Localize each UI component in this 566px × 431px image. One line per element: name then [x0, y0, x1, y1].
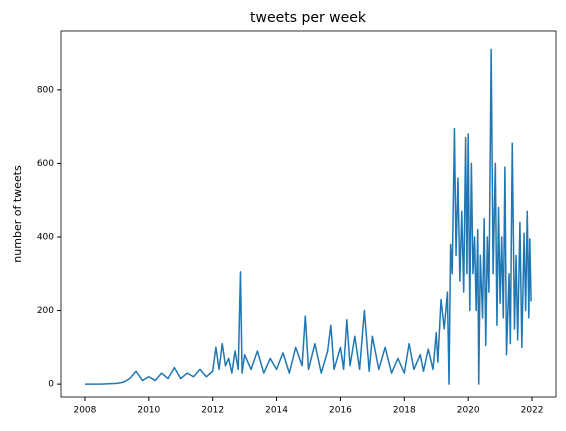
x-tick-label: 2018 — [393, 406, 416, 416]
y-tick-label: 200 — [37, 306, 54, 316]
chart-title: tweets per week — [250, 10, 367, 26]
x-tick-label: 2012 — [201, 406, 224, 416]
y-tick-label: 600 — [37, 159, 54, 169]
x-tick-label: 2016 — [329, 406, 352, 416]
x-tick-label: 2014 — [265, 406, 288, 416]
x-tick-label: 2020 — [457, 406, 480, 416]
x-tick-label: 2022 — [521, 406, 544, 416]
y-tick-label: 400 — [37, 232, 54, 242]
data-line — [84, 48, 532, 385]
x-tick-label: 2010 — [137, 406, 160, 416]
x-tick-label: 2008 — [73, 406, 96, 416]
y-tick-label: 800 — [37, 85, 54, 95]
y-axis-label: number of tweets — [11, 165, 24, 263]
plot-frame — [60, 30, 557, 398]
y-tick-label: 0 — [48, 380, 54, 390]
